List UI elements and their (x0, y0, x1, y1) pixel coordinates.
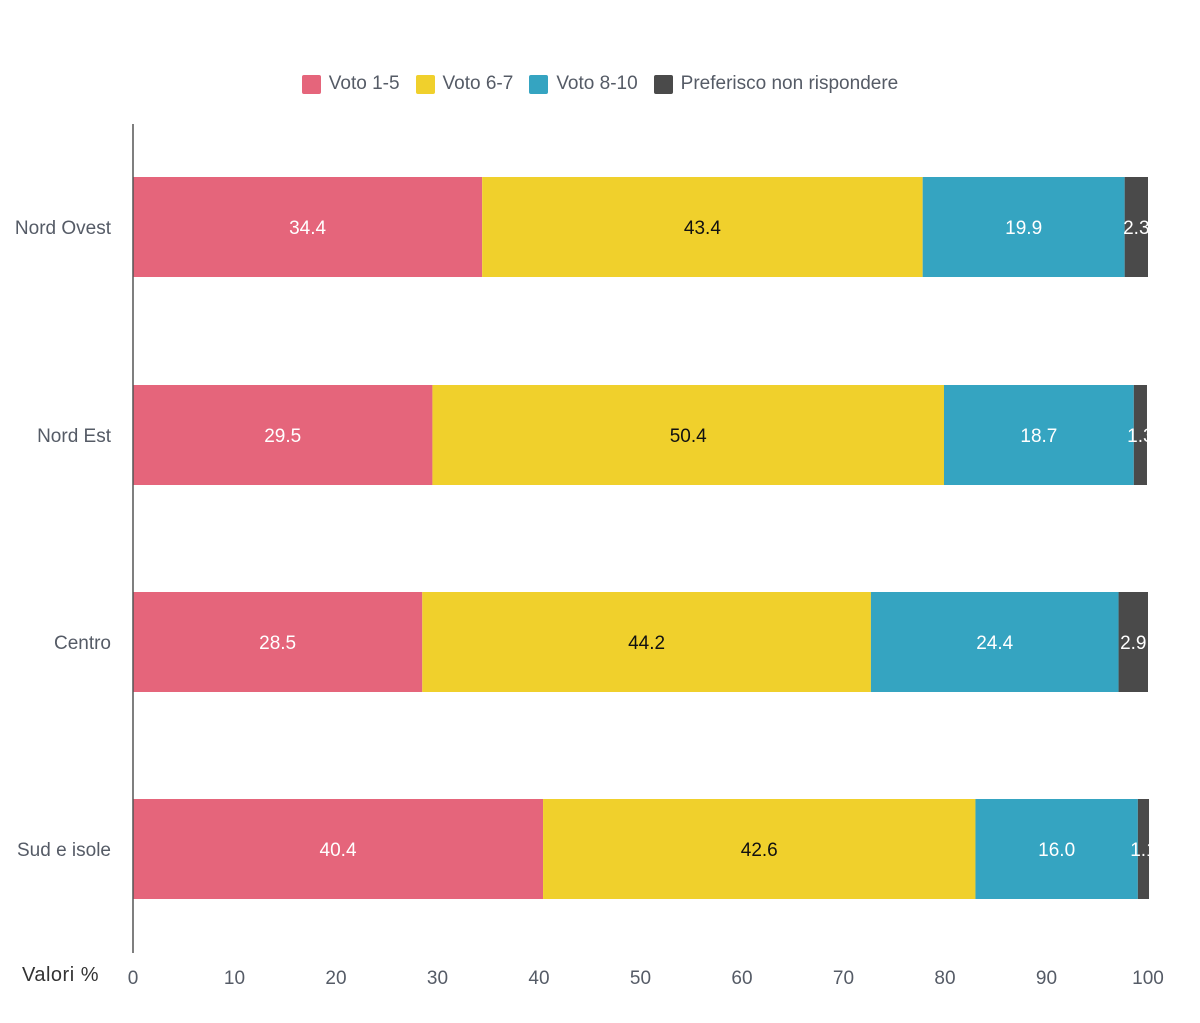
data-label-nord-ovest-preferisco-non-rispondere: 2.3 (1123, 218, 1149, 239)
data-label-sud-e-isole-voto-6-7: 42.6 (741, 840, 778, 861)
data-label-centro-preferisco-non-rispondere: 2.9 (1120, 633, 1146, 654)
x-tick-label-70: 70 (833, 968, 854, 989)
legend-swatch-voto-8-10 (529, 74, 549, 94)
data-label-centro-voto-8-10: 24.4 (976, 633, 1013, 654)
x-tick-label-40: 40 (528, 968, 549, 989)
bar-centro-voto-6-7[interactable] (422, 592, 871, 692)
bar-centro-preferisco-non-rispondere[interactable] (1118, 592, 1148, 692)
bar-nord-est-voto-8-10[interactable] (943, 385, 1134, 485)
legend-item-voto-1-5[interactable]: Voto 1-5 (301, 73, 400, 95)
data-label-sud-e-isole-voto-1-5: 40.4 (320, 840, 357, 861)
x-axis-tick-labels: 0 10 20 30 40 50 60 70 80 90 100 (128, 968, 1164, 989)
bar-nord-ovest-preferisco-non-rispondere[interactable] (1124, 177, 1148, 277)
bar-nord-ovest-voto-6-7[interactable] (482, 177, 923, 277)
bar-nord-ovest-voto-8-10[interactable] (922, 177, 1125, 277)
legend-label-preferisco-non-rispondere: Preferisco non rispondere (680, 73, 899, 94)
legend-item-voto-6-7[interactable]: Voto 6-7 (415, 73, 514, 95)
legend-label-voto-6-7: Voto 6-7 (442, 73, 514, 94)
y-tick-label-nord-ovest: Nord Ovest (15, 218, 112, 239)
bar-nord-est-voto-1-5[interactable] (133, 385, 433, 485)
x-tick-label-20: 20 (325, 968, 346, 989)
y-tick-label-sud-e-isole: Sud e isole (17, 840, 111, 861)
legend-label-voto-1-5: Voto 1-5 (328, 73, 400, 94)
x-axis-title: Valori % (22, 964, 99, 986)
x-tick-label-10: 10 (224, 968, 245, 989)
data-label-sud-e-isole-voto-8-10: 16.0 (1038, 840, 1075, 861)
x-tick-label-50: 50 (630, 968, 651, 989)
x-tick-label-0: 0 (128, 968, 139, 989)
bar-centro-voto-1-5[interactable] (133, 592, 423, 692)
bar-labels-group: 34.4 43.4 19.9 2.3 29.5 50.4 18.7 1.3 28.5 44.2 24… (259, 218, 1156, 861)
data-label-nord-est-preferisco-non-rispondere: 1.3 (1127, 426, 1153, 447)
data-label-nord-est-voto-1-5: 29.5 (264, 426, 301, 447)
data-label-nord-ovest-voto-8-10: 19.9 (1005, 218, 1042, 239)
data-label-nord-est-voto-6-7: 50.4 (670, 426, 707, 447)
legend-swatch-voto-1-5 (301, 74, 321, 94)
bar-nord-est-voto-6-7[interactable] (432, 385, 944, 485)
data-label-nord-ovest-voto-1-5: 34.4 (289, 218, 326, 239)
data-label-nord-ovest-voto-6-7: 43.4 (684, 218, 721, 239)
x-tick-label-30: 30 (427, 968, 448, 989)
y-axis-tick-labels: Nord Ovest Nord Est Centro Sud e isole (15, 218, 112, 861)
legend-swatch-voto-6-7 (415, 74, 435, 94)
bar-sud-e-isole-voto-1-5[interactable] (133, 799, 544, 899)
bar-centro-voto-8-10[interactable] (870, 592, 1119, 692)
y-tick-label-centro: Centro (54, 633, 111, 654)
bar-sud-e-isole-voto-6-7[interactable] (543, 799, 976, 899)
x-tick-label-100: 100 (1132, 968, 1164, 989)
x-tick-label-80: 80 (934, 968, 955, 989)
data-label-centro-voto-6-7: 44.2 (628, 633, 665, 654)
bar-nord-ovest-voto-1-5[interactable] (133, 177, 483, 277)
chart-legend: Voto 1-5 Voto 6-7 Voto 8-10 Preferisco n… (0, 73, 1200, 95)
bar-sud-e-isole-voto-8-10[interactable] (975, 799, 1138, 899)
data-label-centro-voto-1-5: 28.5 (259, 633, 296, 654)
legend-swatch-preferisco-non-rispondere (653, 74, 673, 94)
bars-group (133, 177, 1150, 899)
bar-sud-e-isole-preferisco-non-rispondere[interactable] (1137, 799, 1150, 899)
x-tick-label-60: 60 (731, 968, 752, 989)
legend-item-preferisco-non-rispondere[interactable]: Preferisco non rispondere (653, 73, 899, 95)
x-tick-label-90: 90 (1036, 968, 1057, 989)
y-tick-label-nord-est: Nord Est (37, 426, 112, 447)
legend-item-voto-8-10[interactable]: Voto 8-10 (529, 73, 638, 95)
bar-nord-est-preferisco-non-rispondere[interactable] (1133, 385, 1147, 485)
data-label-sud-e-isole-preferisco-non-rispondere: 1.1 (1130, 840, 1156, 861)
legend-label-voto-8-10: Voto 8-10 (556, 73, 638, 94)
data-label-nord-est-voto-8-10: 18.7 (1020, 426, 1057, 447)
